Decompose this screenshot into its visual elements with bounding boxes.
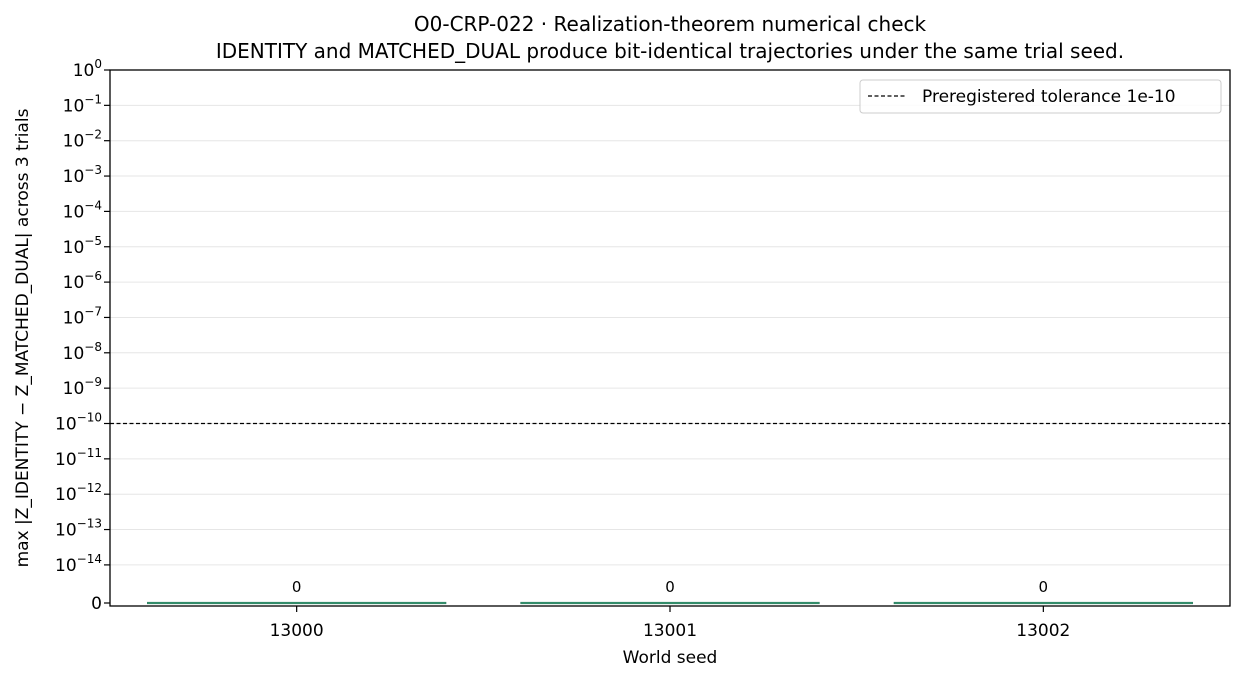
legend-entry-tolerance: Preregistered tolerance 1e-10 xyxy=(922,87,1176,107)
y-tick-label: 10−12 xyxy=(55,481,102,505)
y-axis-label: max |Z_IDENTITY − Z_MATCHED_DUAL| across… xyxy=(13,108,33,567)
y-tick-label: 10−2 xyxy=(63,128,102,152)
grid-lines xyxy=(110,104,1230,566)
bar xyxy=(147,601,447,605)
y-tick-label: 10−9 xyxy=(63,375,102,399)
y-tick-label: 10−11 xyxy=(55,446,102,470)
legend: Preregistered tolerance 1e-10 xyxy=(859,79,1222,114)
plot-frame xyxy=(109,69,1231,607)
x-axis-label: World seed xyxy=(623,648,718,668)
legend-box xyxy=(859,79,1222,114)
y-tick-label: 10−14 xyxy=(55,552,102,576)
y-axis-ticks: 100 10−1 10−2 10−3 10−4 10−5 10−6 10−7 10−8 10−9 1… xyxy=(55,57,110,614)
y-tick-label: 10−10 xyxy=(55,411,102,435)
bar-data-label: 0 xyxy=(1039,578,1049,596)
y-tick-label: 10−6 xyxy=(63,269,102,293)
x-tick-label: 13001 xyxy=(643,621,697,641)
bar xyxy=(520,601,820,605)
bar-data-label: 0 xyxy=(665,578,675,596)
y-tick-label: 10−4 xyxy=(63,198,102,222)
y-tick-label: 10−7 xyxy=(63,304,102,328)
x-axis-ticks: 13000 13001 13002 xyxy=(270,606,1070,641)
x-tick-label: 13002 xyxy=(1016,621,1070,641)
chart-subtitle: IDENTITY and MATCHED_DUAL produce bit-id… xyxy=(216,39,1124,63)
x-tick-label: 13000 xyxy=(270,621,324,641)
bar-data-label: 0 xyxy=(292,578,302,596)
y-tick-label: 10−3 xyxy=(63,163,102,187)
chart-title: O0-CRP-022 · Realization-theorem numeric… xyxy=(414,12,927,36)
bar xyxy=(893,601,1193,605)
y-tick-label: 100 xyxy=(73,57,102,81)
bar-labels: 0 0 0 xyxy=(292,578,1048,596)
y-tick-label: 10−5 xyxy=(63,234,102,258)
y-tick-label: 10−1 xyxy=(63,92,102,116)
y-tick-label: 10−8 xyxy=(63,340,102,364)
y-tick-label: 0 xyxy=(91,594,102,614)
bars xyxy=(147,601,1193,605)
y-tick-label: 10−13 xyxy=(55,517,102,541)
